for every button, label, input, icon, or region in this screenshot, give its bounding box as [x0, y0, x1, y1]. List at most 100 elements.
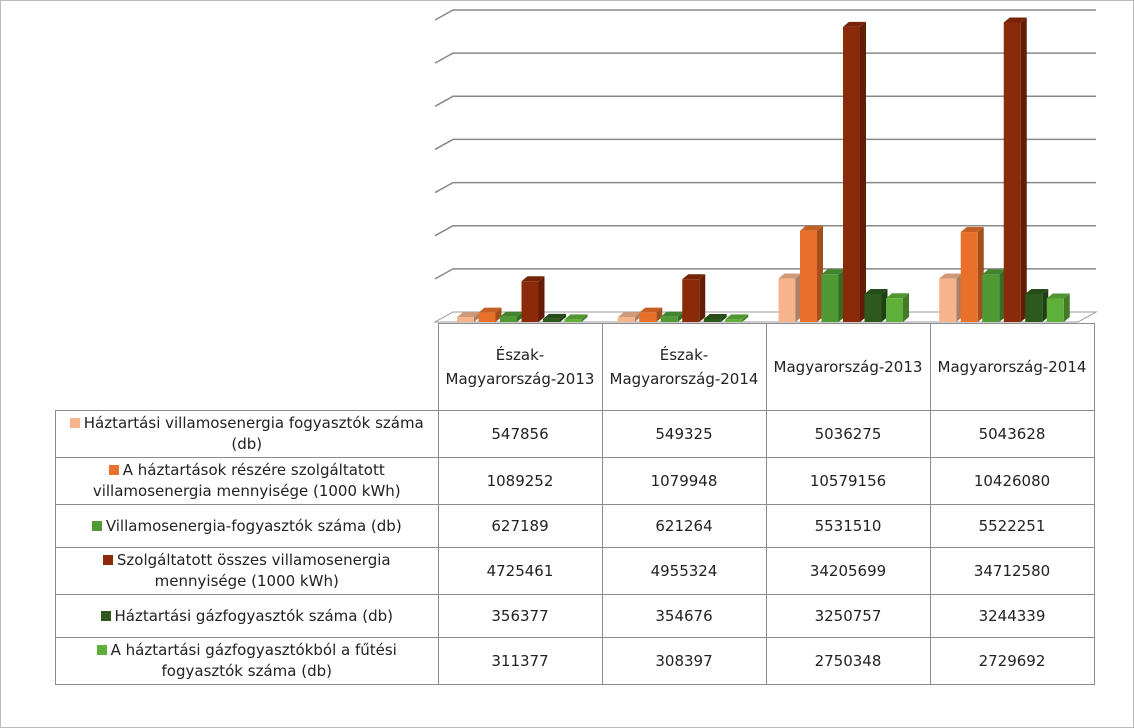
grid-line	[434, 138, 1096, 151]
bar-front	[800, 230, 817, 322]
value-cell: 5036275	[765, 410, 931, 458]
bar-top	[1003, 17, 1027, 23]
value-cell: 5043628	[929, 410, 1095, 458]
bar-top	[843, 21, 866, 27]
bar-top	[960, 227, 984, 233]
grid-line	[434, 224, 1096, 237]
bar-top	[800, 225, 823, 231]
bar-top	[639, 307, 663, 313]
row-label: A háztartási gázfogyasztókból a fűtési f…	[55, 637, 439, 685]
value-cell: 2750348	[765, 637, 931, 685]
row-label: Háztartási villamosenergia fogyasztók sz…	[55, 410, 439, 458]
bar-front	[1025, 294, 1043, 322]
bar-side	[742, 314, 749, 322]
bar	[939, 273, 963, 322]
legend-label: Háztartási villamosenergia fogyasztók sz…	[83, 414, 424, 453]
category-header: Magyarország-2014	[929, 323, 1095, 411]
value-cell: 356377	[437, 594, 603, 638]
value-cell: 354676	[601, 594, 767, 638]
value-cell: 2729692	[929, 637, 1095, 685]
bar-top	[564, 314, 588, 320]
bar-front	[843, 26, 860, 322]
bar-side	[720, 313, 727, 322]
value-cell: 1079948	[601, 457, 767, 505]
bar-front	[682, 279, 700, 322]
bar-top	[703, 313, 727, 319]
bar-front	[703, 318, 721, 322]
legend-label: Háztartási gázfogyasztók száma (db)	[114, 606, 393, 625]
bar-front	[725, 319, 743, 322]
bar-side	[581, 314, 588, 322]
legend-label: Szolgáltatott összes villamosenergia men…	[116, 551, 391, 590]
bar-front	[864, 293, 882, 322]
bar-side	[1020, 17, 1027, 323]
bar	[821, 269, 845, 322]
grid-line	[434, 181, 1096, 194]
legend-label: A háztartások részére szolgáltatott vill…	[92, 461, 401, 500]
bar-front	[982, 274, 1000, 322]
grid-line	[434, 268, 1096, 280]
bar-top	[1046, 293, 1070, 299]
bar	[1046, 293, 1070, 322]
bar	[1025, 289, 1049, 322]
bar-front	[564, 319, 582, 322]
bar-top	[500, 311, 523, 317]
bar-front	[778, 278, 796, 322]
bar-top	[778, 273, 802, 279]
bar-top	[521, 276, 545, 282]
grid-line	[434, 95, 1096, 107]
bar-front	[1003, 22, 1021, 323]
value-cell: 547856	[437, 410, 603, 458]
data-row: Villamosenergia-fogyasztók száma (db) 627…	[55, 504, 1095, 548]
bar-front	[1046, 298, 1064, 322]
bar	[982, 269, 1006, 322]
bar-front	[639, 312, 657, 322]
bar	[886, 293, 909, 322]
value-cell: 621264	[601, 504, 767, 548]
legend-swatch	[69, 418, 80, 428]
bar-top	[457, 312, 480, 318]
category-header: Magyarország-2013	[765, 323, 931, 411]
bar-side	[560, 313, 566, 322]
bar-top	[1025, 289, 1049, 295]
bar-top	[821, 269, 845, 275]
bar-top	[864, 288, 888, 294]
bar	[778, 273, 802, 322]
category-header: Észak-Magyarország-2013	[437, 323, 603, 411]
bar-side	[860, 21, 866, 322]
legend-label: Villamosenergia-fogyasztók száma (db)	[105, 516, 402, 535]
value-cell: 10426080	[929, 457, 1095, 505]
bar-front	[886, 298, 903, 322]
bar-top	[617, 312, 641, 318]
row-label: A háztartások részére szolgáltatott vill…	[55, 457, 439, 505]
bar-front	[521, 281, 539, 322]
legend-swatch	[91, 520, 102, 531]
bar-side	[699, 274, 706, 322]
data-row: A háztartások részére szolgáltatott vill…	[55, 457, 1095, 505]
bar-front	[821, 274, 839, 322]
value-cell: 4955324	[601, 547, 767, 595]
value-cell: 1089252	[437, 457, 603, 505]
legend-swatch	[102, 555, 113, 565]
row-label: Szolgáltatott összes villamosenergia men…	[55, 547, 439, 595]
value-cell: 3250757	[765, 594, 931, 638]
data-row: Háztartási gázfogyasztók száma (db) 35637…	[55, 594, 1095, 638]
header-row: Észak-Magyarország-2013 Észak-Magyarorszá…	[55, 323, 1095, 411]
legend-swatch	[96, 645, 107, 655]
bar	[521, 276, 545, 322]
bar-side	[1063, 293, 1070, 322]
value-cell: 34205699	[765, 547, 931, 595]
value-cell: 34712580	[929, 547, 1095, 595]
value-cell: 308397	[601, 637, 767, 685]
bar-side	[656, 307, 663, 322]
bar-top	[725, 314, 749, 320]
data-row: Szolgáltatott összes villamosenergia men…	[55, 547, 1095, 595]
bar-top	[982, 269, 1006, 275]
value-cell: 4725461	[437, 547, 603, 595]
bar-top	[886, 293, 909, 299]
bar	[800, 225, 823, 322]
value-cell: 311377	[437, 637, 603, 685]
bar	[639, 307, 663, 322]
